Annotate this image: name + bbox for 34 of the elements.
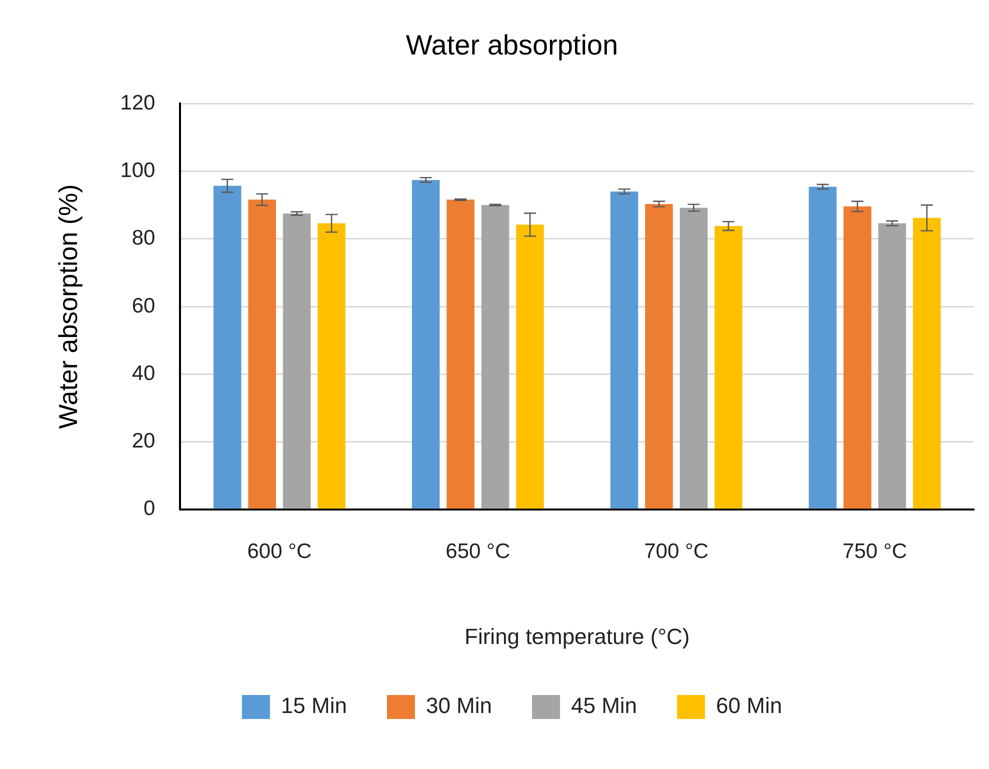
bar xyxy=(680,208,708,509)
bar xyxy=(714,226,742,509)
bar xyxy=(282,214,311,509)
y-tick-label: 0 xyxy=(144,497,156,520)
x-axis-title: Firing temperature (°C) xyxy=(464,624,690,649)
bar xyxy=(844,206,872,509)
legend-label: 30 Min xyxy=(426,693,492,718)
y-tick-label: 120 xyxy=(120,91,156,114)
y-axis-title: Water absorption (%) xyxy=(52,184,83,429)
x-tick-label: 600 °C xyxy=(247,540,312,563)
bar xyxy=(412,180,440,509)
x-tick-label: 650 °C xyxy=(446,540,510,563)
chart-title: Water absorption xyxy=(406,30,618,61)
y-tick-label: 20 xyxy=(132,430,156,453)
bar xyxy=(248,200,276,509)
bar xyxy=(318,223,346,509)
y-tick-label: 80 xyxy=(132,226,156,250)
bar xyxy=(446,200,474,509)
bar xyxy=(808,186,837,509)
bar xyxy=(645,204,673,509)
bar xyxy=(912,218,941,509)
bar xyxy=(878,223,906,509)
bar xyxy=(481,205,510,509)
x-tick-label: 750 °C xyxy=(842,540,907,563)
x-tick-label: 700 °C xyxy=(644,540,709,563)
bar xyxy=(610,192,638,509)
bar xyxy=(516,224,544,509)
bar xyxy=(213,186,242,509)
y-tick-label: 40 xyxy=(132,362,156,385)
y-tick-label: 60 xyxy=(132,294,156,318)
y-tick-label: 100 xyxy=(120,159,156,182)
legend-label: 15 Min xyxy=(280,693,347,718)
legend-label: 60 Min xyxy=(716,693,782,718)
legend-label: 45 Min xyxy=(571,693,638,718)
